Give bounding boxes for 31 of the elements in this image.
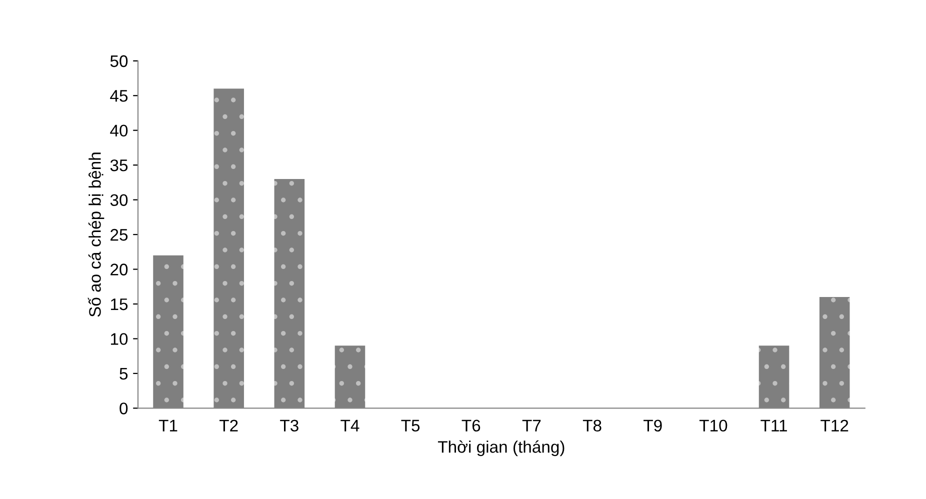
x-tick-label: T6 [462, 420, 480, 432]
bar [819, 297, 850, 408]
y-tick-label: 0 [120, 402, 128, 414]
y-tick-label: 40 [110, 124, 128, 137]
x-tick-label: T1 [158, 420, 178, 432]
x-tick-label: T3 [280, 420, 298, 432]
y-tick-label: 25 [110, 228, 128, 241]
y-tick-label: 50 [110, 55, 128, 68]
bar [214, 88, 244, 408]
x-tick-label: T12 [820, 420, 848, 432]
y-tick-label: 30 [110, 194, 128, 206]
x-tick-label: T7 [522, 420, 541, 432]
x-tick-label: T5 [401, 420, 420, 432]
x-tick-label: T4 [340, 420, 360, 432]
x-tick-label: T10 [699, 420, 728, 432]
y-tick-label: 5 [120, 368, 128, 380]
x-tick-label: T11 [760, 420, 787, 432]
bar [334, 346, 366, 408]
x-tick-label: T2 [219, 420, 238, 432]
x-tick-label: T8 [582, 420, 602, 432]
bar [758, 346, 790, 408]
y-tick-label: 45 [110, 90, 128, 102]
bar [274, 178, 305, 408]
y-tick-label: 15 [110, 298, 128, 310]
y-tick-label: 10 [110, 333, 128, 345]
x-axis-title: Thời gian (tháng) [438, 440, 564, 456]
y-axis-title: Số ao cá chép bị bệnh [88, 152, 104, 317]
y-tick-label: 35 [110, 159, 128, 172]
bar [153, 255, 184, 408]
y-tick-label: 20 [110, 264, 128, 276]
x-tick-label: T9 [644, 420, 662, 432]
